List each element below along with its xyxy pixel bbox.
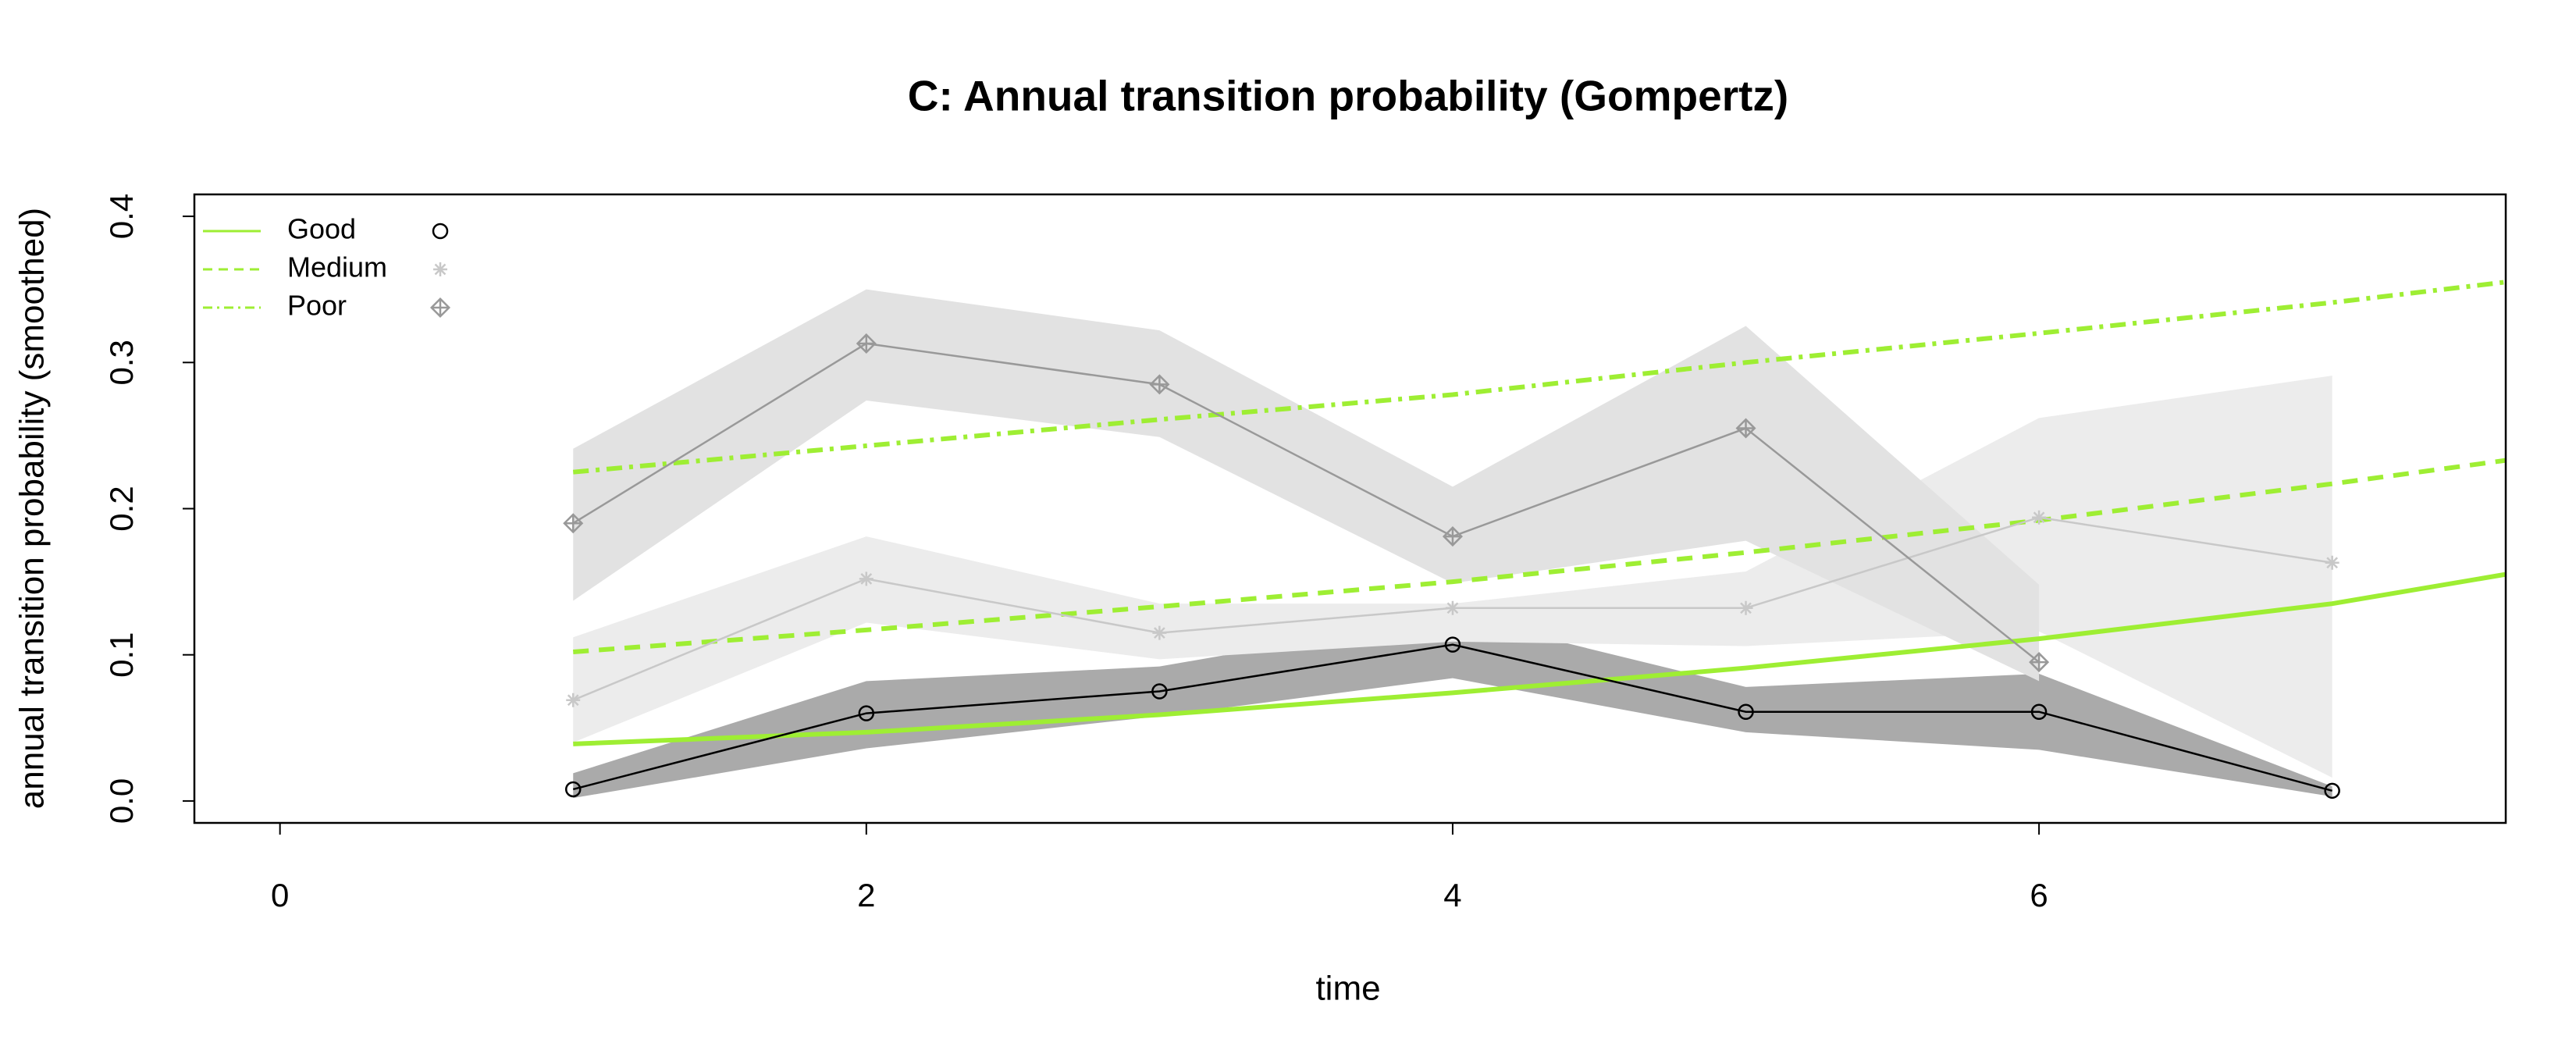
marker [1149,374,1170,395]
marker [859,572,873,586]
marker [1738,600,1753,615]
marker [2032,510,2047,525]
observed-line [572,342,2040,664]
marker [563,513,584,534]
observed-line [572,643,2332,792]
marker [2029,652,2050,673]
marker [1445,600,1460,615]
legend-marker [432,223,449,240]
marker [1151,683,1168,700]
marker [1738,703,1754,720]
marker [856,333,877,354]
legend-label: Good [287,213,356,245]
y-tick-label: 0.2 [103,486,140,531]
y-tick-label: 0.1 [103,632,140,678]
marker [2030,703,2048,720]
marker [1442,526,1463,547]
markers [563,333,2340,799]
x-tick-label: 6 [2030,877,2048,913]
marker [1735,418,1756,439]
x-tick-label: 4 [1443,877,1461,913]
smoothed-line [572,280,2506,475]
chart-title: C: Annual transition probability (Gomper… [908,72,1789,120]
x-axis-label: time [1315,970,1380,1008]
x-tick-label: 0 [271,877,289,913]
legend-label: Medium [287,251,387,283]
x-tick-label: 2 [857,877,875,913]
marker [1444,636,1461,653]
smoothed-line [573,458,2506,654]
legend: Good Medium Poor [203,213,451,322]
legend-marker [429,297,451,319]
y-tick-label: 0.4 [103,194,140,239]
marker [2324,782,2340,799]
y-axis-label: annual transition probability (smoothed) [13,208,52,809]
y-tick-label: 0.0 [103,778,140,824]
plot-frame [193,193,2507,824]
marker [566,693,581,707]
smoothed-line [573,572,2506,746]
marker [858,705,875,721]
y-tick-label: 0.3 [103,340,140,385]
marker [564,781,582,798]
legend-marker [433,262,447,276]
confidence-band [573,289,2040,682]
marker [2325,555,2339,570]
legend-label: Poor [287,290,347,322]
marker [1152,625,1167,640]
